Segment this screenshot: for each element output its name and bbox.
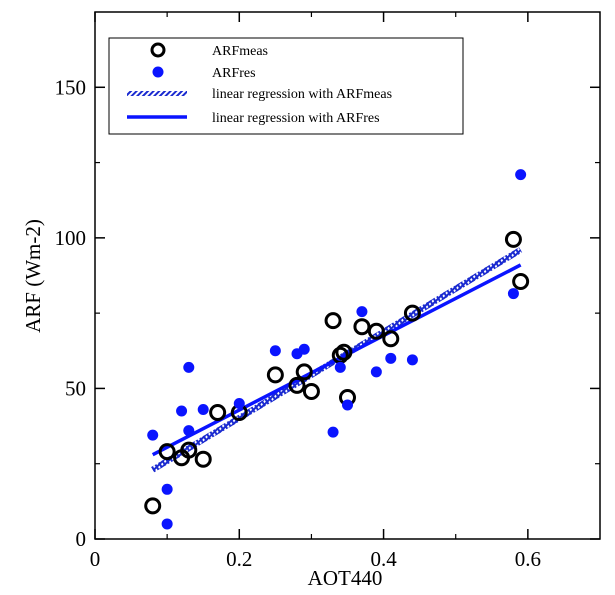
legend-label-arfres: ARFres [212, 66, 256, 81]
point-arfres [233, 397, 245, 409]
x-tick-label: 0.4 [370, 547, 397, 571]
point-arfres [183, 361, 195, 373]
point-arfres [370, 366, 382, 378]
y-tick-label: 50 [65, 376, 86, 400]
data-points [144, 169, 530, 530]
point-arfmeas [512, 273, 530, 291]
point-arfres [356, 306, 368, 318]
point-arfres [269, 345, 281, 357]
point-arfres [507, 288, 519, 300]
point-arfmeas [158, 443, 176, 461]
legend-marker-arfmeas [150, 42, 166, 58]
x-axis-ticks: 0 0.2 0.4 0.6 [90, 12, 541, 571]
x-axis-title: AOT440 [308, 566, 383, 590]
plot-frame [94, 11, 601, 540]
point-arfmeas [194, 450, 212, 468]
point-arfmeas [367, 322, 385, 340]
legend-line-regression-arfmeas [127, 91, 187, 96]
point-arfres [342, 399, 353, 411]
point-arfmeas [144, 497, 162, 515]
x-tick-label: 0.2 [226, 547, 252, 571]
point-arfres [385, 352, 397, 364]
y-axis-title: ARF (Wm-2) [21, 219, 45, 333]
point-arfmeas [209, 404, 227, 422]
point-arfres [183, 425, 195, 437]
point-arfres [406, 354, 418, 366]
legend-label-regression-arfres: linear regression with ARFres [212, 111, 380, 126]
legend-marker-arfres [152, 66, 164, 78]
point-arfmeas [403, 304, 421, 322]
legend-label-arfmeas: ARFmeas [212, 44, 268, 59]
point-arfres [515, 169, 527, 181]
point-arfmeas [288, 376, 306, 394]
point-arfres [176, 405, 188, 417]
point-arfres [334, 361, 346, 373]
point-arfres [161, 483, 173, 495]
regression-line-arfmeas-hatch [151, 247, 523, 473]
y-tick-label: 0 [76, 527, 87, 551]
point-arfmeas [335, 343, 353, 361]
y-axis-ticks: 0 50 100 150 [55, 75, 600, 551]
x-tick-label: 0.6 [515, 547, 541, 571]
point-arfres [197, 404, 209, 416]
legend-label-regression-arfmeas: linear regression with ARFmeas [212, 87, 392, 102]
point-arfres [327, 426, 339, 438]
y-tick-label: 150 [55, 75, 87, 99]
point-arfmeas [302, 382, 320, 400]
point-arfmeas [295, 363, 313, 381]
point-arfmeas [353, 318, 371, 336]
legend: ARFmeas ARFres linear regression with AR… [108, 37, 464, 135]
y-tick-label: 100 [55, 226, 87, 250]
point-arfmeas [266, 366, 284, 384]
point-arfmeas [324, 312, 342, 330]
point-arfmeas [382, 330, 400, 348]
point-arfmeas [504, 230, 522, 248]
point-arfres [161, 518, 173, 530]
point-arfres [147, 429, 159, 441]
point-arfres [298, 343, 310, 355]
x-tick-label: 0 [90, 547, 101, 571]
point-arfmeas [180, 441, 198, 459]
